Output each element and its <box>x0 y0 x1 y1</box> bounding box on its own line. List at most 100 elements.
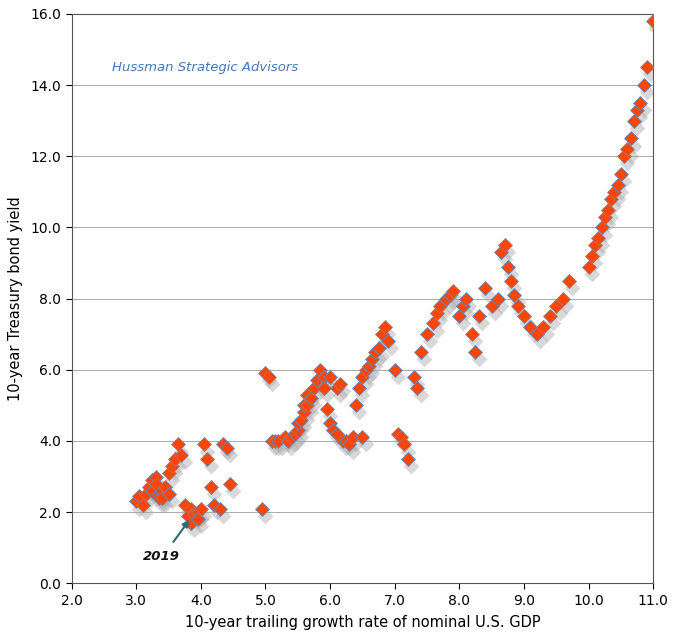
Point <box>302 415 313 425</box>
Point <box>154 489 165 500</box>
Point <box>406 461 416 471</box>
Point <box>435 300 445 311</box>
Point <box>528 329 539 339</box>
Point <box>150 471 161 482</box>
Point <box>593 247 604 257</box>
Point <box>344 440 355 450</box>
Point <box>134 491 145 501</box>
Point <box>551 300 562 311</box>
Point <box>302 390 313 400</box>
Point <box>383 336 393 346</box>
Point <box>318 372 329 382</box>
Point <box>169 468 180 478</box>
Point <box>596 222 607 232</box>
Point <box>160 500 171 510</box>
Point <box>325 372 336 382</box>
Point <box>140 489 151 500</box>
Point <box>638 105 649 115</box>
Point <box>286 443 297 453</box>
Point <box>612 179 623 189</box>
Point <box>289 429 300 439</box>
Point <box>477 318 487 329</box>
Point <box>218 440 229 450</box>
Point <box>583 262 594 272</box>
Point <box>147 489 158 500</box>
Point <box>609 201 620 211</box>
Point <box>402 454 413 464</box>
Point <box>150 478 161 489</box>
Point <box>309 382 320 392</box>
Point <box>179 457 190 468</box>
Point <box>273 436 284 446</box>
Point <box>334 436 345 446</box>
Point <box>425 336 436 346</box>
Point <box>451 293 462 304</box>
Point <box>506 269 517 279</box>
Point <box>460 293 471 304</box>
Point <box>360 440 371 450</box>
Point <box>428 318 439 329</box>
Point <box>189 525 200 535</box>
Point <box>586 269 597 279</box>
Point <box>347 447 358 457</box>
Point <box>447 297 458 308</box>
Point <box>444 290 455 300</box>
Point <box>160 493 171 503</box>
Point <box>473 354 484 364</box>
Point <box>441 293 452 304</box>
Point <box>648 16 659 26</box>
Point <box>370 347 380 357</box>
Point <box>354 407 365 417</box>
Point <box>367 354 378 364</box>
Point <box>418 354 429 364</box>
Point <box>628 115 639 126</box>
Point <box>564 276 575 286</box>
Point <box>260 510 271 521</box>
Point <box>622 158 633 168</box>
Point <box>373 354 384 364</box>
Point <box>185 503 196 514</box>
Point <box>311 375 322 385</box>
Point <box>612 194 623 204</box>
Point <box>399 440 410 450</box>
Point <box>380 336 391 346</box>
Point <box>147 475 158 485</box>
Point <box>619 176 630 186</box>
Point <box>192 516 203 526</box>
Point <box>561 300 571 311</box>
Point <box>309 400 320 410</box>
Point <box>202 447 213 457</box>
Point <box>137 500 148 510</box>
Point <box>198 510 209 521</box>
Point <box>225 478 236 489</box>
Point <box>192 507 203 517</box>
Point <box>296 433 307 443</box>
Point <box>628 140 639 151</box>
Point <box>509 290 520 300</box>
Point <box>586 251 597 261</box>
Point <box>357 372 368 382</box>
Point <box>289 440 300 450</box>
Point <box>525 322 536 332</box>
Point <box>515 308 526 318</box>
Point <box>154 493 165 503</box>
Point <box>263 375 274 385</box>
Point <box>189 510 200 521</box>
Point <box>325 411 336 421</box>
Point <box>535 336 546 346</box>
Point <box>454 311 464 322</box>
Point <box>509 283 520 293</box>
Point <box>412 382 422 392</box>
Point <box>322 404 332 414</box>
Point <box>457 300 468 311</box>
Point <box>603 205 613 215</box>
Point <box>590 240 600 250</box>
Point <box>376 350 387 360</box>
Point <box>286 433 297 443</box>
Point <box>185 517 196 528</box>
Point <box>651 23 662 33</box>
Point <box>167 475 177 485</box>
Point <box>364 372 374 382</box>
Point <box>299 422 309 432</box>
Point <box>422 329 433 339</box>
